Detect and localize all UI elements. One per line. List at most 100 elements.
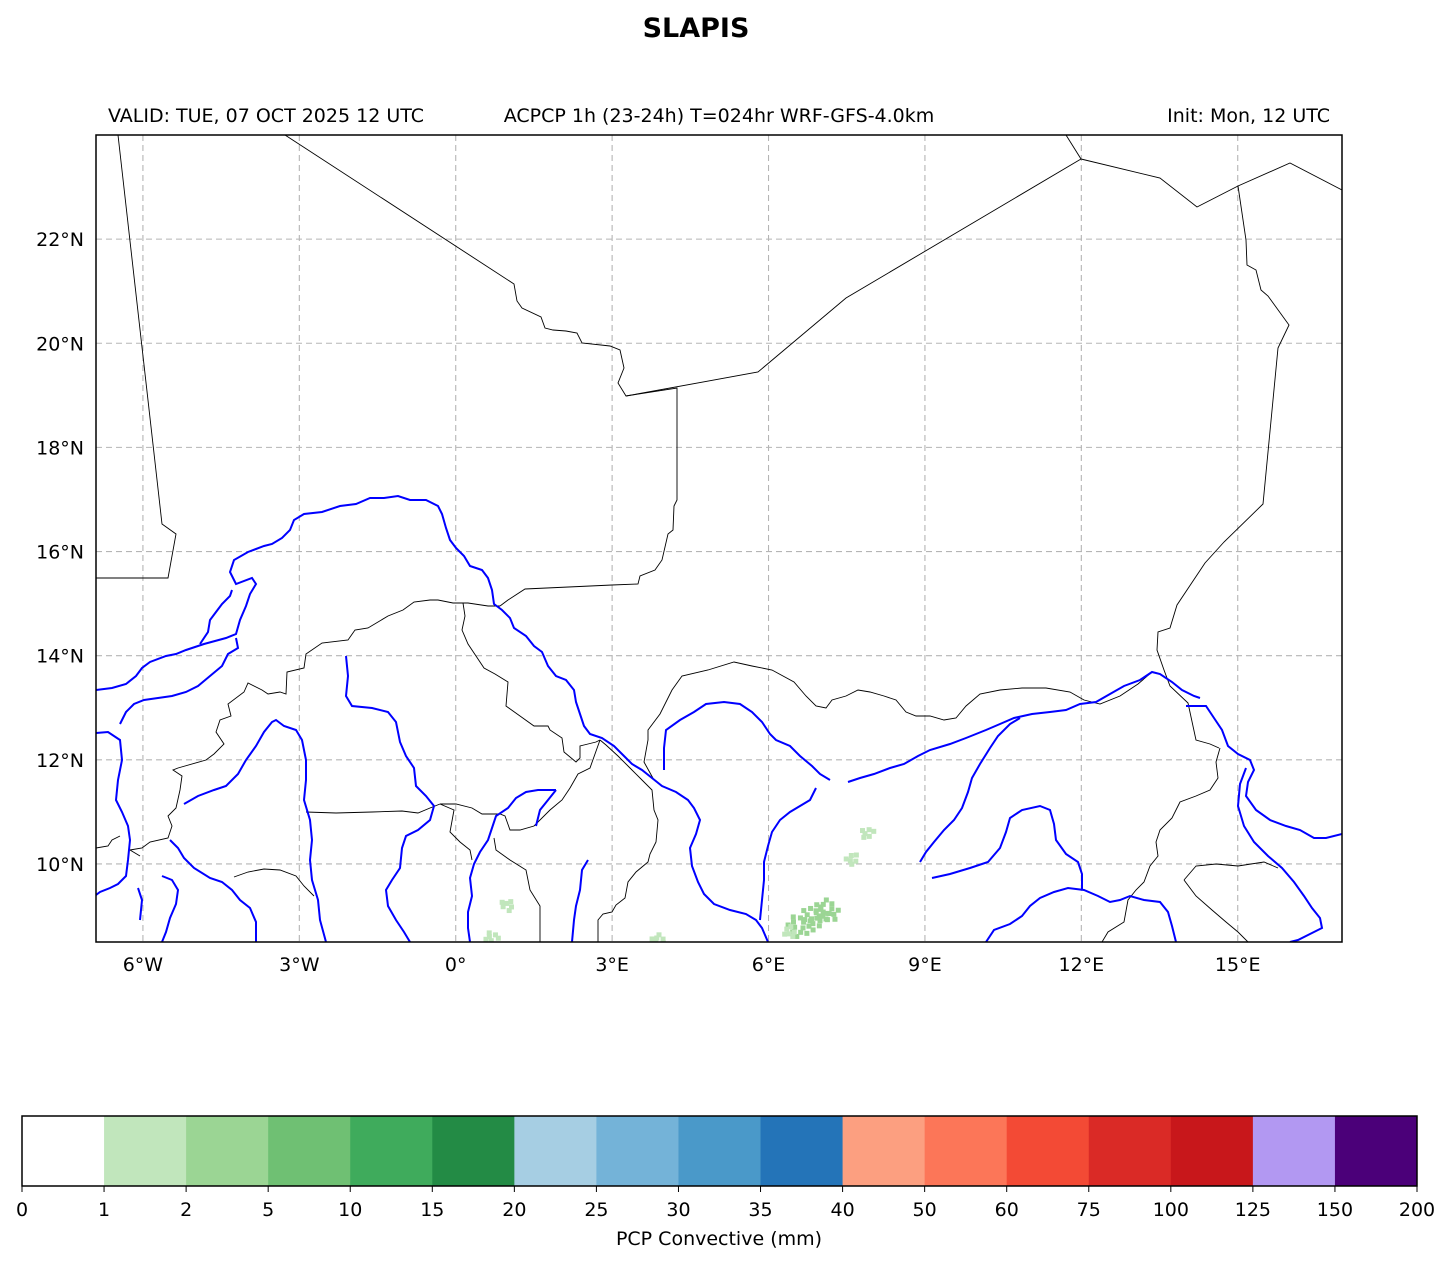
longitude-labels: 6°W 3°W 0° 3°E 6°E 9°E 12°E 15°E <box>123 954 1261 976</box>
colorbar-segment <box>1170 1116 1254 1186</box>
precip-cell <box>860 828 866 834</box>
river-kaduna <box>759 670 1201 921</box>
precip-cell <box>784 926 790 932</box>
colorbar-tick-label: 2 <box>180 1199 192 1221</box>
border-mauritania-mali <box>96 135 177 579</box>
precip-cell <box>506 908 512 914</box>
longitude-tick-label: 9°E <box>908 954 942 976</box>
river-benue-north <box>931 804 1083 890</box>
precip-cell <box>808 905 814 911</box>
precip-cell <box>654 935 660 941</box>
precip-cell <box>791 929 797 935</box>
colorbar-tick-label: 60 <box>995 1199 1019 1221</box>
longitude-tick-label: 12°E <box>1058 954 1104 976</box>
precip-cell <box>823 897 829 903</box>
latitude-tick-label: 14°N <box>36 646 84 668</box>
river-benue <box>985 886 1177 942</box>
border-niger-benin <box>597 739 659 942</box>
precip-cell <box>824 917 830 923</box>
colorbar-tick-label: 35 <box>748 1199 772 1221</box>
precip-cell <box>832 916 838 922</box>
colorbar-segment <box>596 1116 679 1186</box>
river-mouhoun-west <box>169 839 257 942</box>
precip-cell <box>495 935 501 941</box>
colorbar-tick-label: 50 <box>913 1199 937 1221</box>
border-benin-togo-burkina <box>440 739 601 831</box>
colorbar-segment <box>842 1116 926 1186</box>
river-logone-chari <box>1186 705 1342 839</box>
border-mali-ivorycoast <box>96 835 141 857</box>
precip-cell <box>816 923 822 929</box>
precip-cell <box>820 901 826 907</box>
river-white-volta <box>344 655 436 942</box>
gridlines <box>96 135 1342 942</box>
precip-cell <box>782 931 788 937</box>
precip-cell <box>794 933 800 939</box>
colorbar-tick-label: 75 <box>1077 1199 1101 1221</box>
river-chari-south <box>1236 767 1324 942</box>
precip-cell <box>810 927 816 933</box>
colorbar-tick-label: 25 <box>584 1199 608 1221</box>
precipitation-field <box>483 827 877 942</box>
precip-cell <box>801 908 807 914</box>
valid-time-label: VALID: TUE, 07 OCT 2025 12 UTC <box>108 105 424 127</box>
precip-cell <box>814 915 820 921</box>
river-oti <box>467 789 557 942</box>
latitude-tick-label: 20°N <box>36 333 84 355</box>
precip-cell <box>660 936 666 942</box>
precip-cell <box>800 925 806 931</box>
latitude-tick-label: 10°N <box>36 854 84 876</box>
border-ghana-togo <box>439 803 473 861</box>
precip-cell <box>829 901 835 907</box>
map-frame <box>95 134 1343 943</box>
precip-cell <box>861 834 867 840</box>
colorbar-tick-label: 0 <box>16 1199 28 1221</box>
river-comoe <box>137 875 180 942</box>
precip-cell <box>488 938 494 942</box>
precip-cell <box>788 924 794 930</box>
colorbar: 0 1 2 5 10 15 20 25 30 35 40 50 60 75 100 125 150 200 <box>16 1115 1435 1221</box>
colorbar-segment <box>514 1116 597 1186</box>
longitude-tick-label: 6°W <box>123 954 164 976</box>
precip-cell <box>814 902 820 908</box>
colorbar-tick-label: 1 <box>98 1199 110 1221</box>
precip-cell <box>835 907 841 913</box>
river-mono <box>571 859 589 942</box>
colorbar-tick-label: 40 <box>830 1199 854 1221</box>
precip-cell <box>829 906 835 912</box>
colorbar-segment <box>432 1116 515 1186</box>
border-niger-chad <box>1156 185 1290 749</box>
precip-cell <box>786 931 792 937</box>
precip-cell <box>797 915 803 921</box>
colorbar-segment <box>760 1116 844 1186</box>
river-sokoto <box>663 700 831 781</box>
latitude-tick-label: 22°N <box>36 229 84 251</box>
border-niger-nigeria <box>643 661 1153 781</box>
precip-cell <box>504 900 510 906</box>
longitude-tick-label: 3°W <box>279 954 320 976</box>
river-black-volta <box>183 718 327 942</box>
border-mali-burkinafaso <box>129 599 500 851</box>
precip-cell <box>862 831 868 837</box>
precip-cell <box>866 827 872 833</box>
colorbar-tick-label: 100 <box>1153 1199 1189 1221</box>
border-ghana-ivorycoast <box>233 868 315 897</box>
precip-cell <box>818 906 824 912</box>
precip-cell <box>817 918 823 924</box>
colorbar-tick-label: 5 <box>262 1199 274 1221</box>
precip-cell <box>871 828 877 834</box>
river-bani <box>96 730 132 896</box>
precip-cell <box>785 922 791 928</box>
longitude-tick-label: 15°E <box>1215 954 1261 976</box>
longitude-tick-label: 6°E <box>752 954 786 976</box>
precip-cell <box>825 910 831 916</box>
colorbar-segment <box>1252 1116 1336 1186</box>
precip-cell <box>848 852 854 858</box>
precip-cell <box>849 861 855 867</box>
river-niger-inner-1 <box>119 637 240 725</box>
rivers <box>96 494 1342 942</box>
precip-cell <box>847 858 853 864</box>
precip-cell <box>483 936 489 942</box>
river-gongola <box>919 717 1021 863</box>
